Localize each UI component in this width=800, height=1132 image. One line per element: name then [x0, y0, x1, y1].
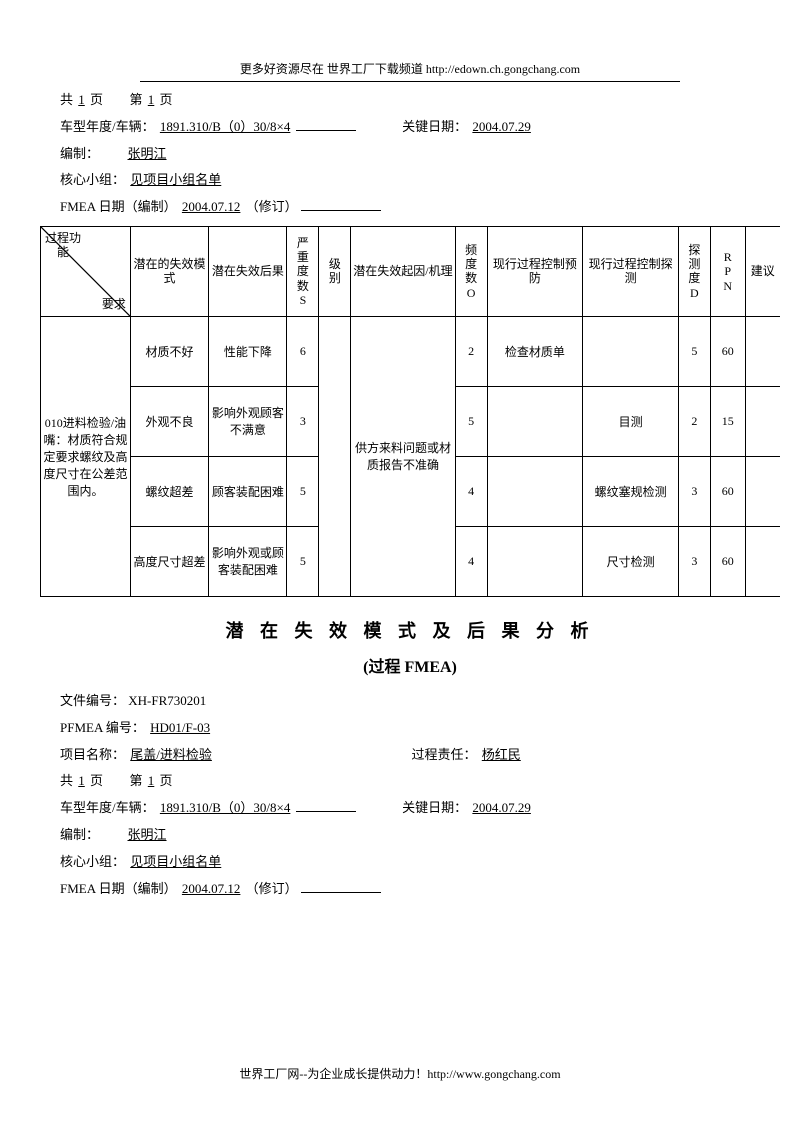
table-header-row: 过程功能 要求 潜在的失效模式 潜在失效后果 严重度数S 级别 潜在失效起因/机…: [41, 226, 781, 316]
cell-rec: [745, 386, 780, 456]
cell-effect: 顾客装配困难: [209, 456, 287, 526]
cell-sev: 5: [287, 456, 319, 526]
cell-effect: 影响外观或顾客装配困难: [209, 526, 287, 596]
fmeadate-line-2: FMEA 日期（编制） 2004.07.12 （修订）: [60, 879, 760, 900]
cell-class: [319, 316, 351, 596]
cell-occ: 4: [455, 526, 487, 596]
top-info-block: 共 1 页 第 1 页 车型年度/车辆： 1891.310/B（0）30/8×4…: [60, 90, 760, 218]
coregroup-line: 核心小组： 见项目小组名单: [60, 170, 760, 191]
cell-d: 5: [678, 316, 710, 386]
cell-occ: 5: [455, 386, 487, 456]
author-line-2: 编制： 张明江: [60, 825, 760, 846]
section-subtitle: (过程 FMEA): [60, 653, 760, 677]
cell-process-func: 010进料检验/油嘴：材质符合规定要求螺纹及高度尺寸在公差范围内。: [41, 316, 131, 596]
cell-det: [583, 316, 679, 386]
cell-rec: [745, 526, 780, 596]
cell-mode: 外观不良: [130, 386, 208, 456]
cell-prev: [487, 386, 583, 456]
pfmea-line: PFMEA 编号： HD01/F-03: [60, 718, 760, 739]
cell-det: 目测: [583, 386, 679, 456]
table-row: 010进料检验/油嘴：材质符合规定要求螺纹及高度尺寸在公差范围内。材质不好性能下…: [41, 316, 781, 386]
cell-sev: 3: [287, 386, 319, 456]
col-cause: 潜在失效起因/机理: [351, 226, 455, 316]
col-detection: 探测度D: [678, 226, 710, 316]
header-link: 更多好资源尽在 世界工厂下载频道 http://edown.ch.gongcha…: [140, 60, 680, 82]
author-line: 编制： 张明江: [60, 144, 760, 165]
cell-rpn: 60: [710, 526, 745, 596]
page-count-line-2: 共 1 页 第 1 页: [60, 771, 760, 792]
fmea-table: 过程功能 要求 潜在的失效模式 潜在失效后果 严重度数S 级别 潜在失效起因/机…: [40, 226, 780, 597]
col-recommend: 建议: [745, 226, 780, 316]
section-title: 潜 在 失 效 模 式 及 后 果 分 析: [60, 617, 760, 643]
cell-effect: 性能下降: [209, 316, 287, 386]
cell-d: 2: [678, 386, 710, 456]
vehicle-line: 车型年度/车辆： 1891.310/B（0）30/8×4 关键日期： 2004.…: [60, 117, 760, 138]
cell-prev: 检查材质单: [487, 316, 583, 386]
cell-effect: 影响外观顾客不满意: [209, 386, 287, 456]
footer-link: 世界工厂网--为企业成长提供动力！http://www.gongchang.co…: [0, 1065, 800, 1082]
cell-mode: 高度尺寸超差: [130, 526, 208, 596]
cell-sev: 5: [287, 526, 319, 596]
col-prevent: 现行过程控制预防: [487, 226, 583, 316]
cell-d: 3: [678, 526, 710, 596]
cell-rpn: 60: [710, 456, 745, 526]
col-class: 级别: [319, 226, 351, 316]
cell-occ: 4: [455, 456, 487, 526]
col-rpn: RPN: [710, 226, 745, 316]
col-failure-mode: 潜在的失效模式: [130, 226, 208, 316]
cell-sev: 6: [287, 316, 319, 386]
cell-det: 螺纹塞规检测: [583, 456, 679, 526]
col-effect: 潜在失效后果: [209, 226, 287, 316]
col-process-func: 过程功能 要求: [41, 226, 131, 316]
fmeadate-line: FMEA 日期（编制） 2004.07.12 （修订）: [60, 197, 760, 218]
cell-d: 3: [678, 456, 710, 526]
coregroup-line-2: 核心小组： 见项目小组名单: [60, 852, 760, 873]
section2-info-block: 文件编号： XH-FR730201 PFMEA 编号： HD01/F-03 项目…: [60, 691, 760, 899]
cell-mode: 材质不好: [130, 316, 208, 386]
cell-det: 尺寸检测: [583, 526, 679, 596]
cell-cause: 供方来料问题或材质报告不准确: [351, 316, 455, 596]
cell-occ: 2: [455, 316, 487, 386]
col-detect: 现行过程控制探测: [583, 226, 679, 316]
cell-mode: 螺纹超差: [130, 456, 208, 526]
cell-rec: [745, 456, 780, 526]
col-severity: 严重度数S: [287, 226, 319, 316]
vehicle-line-2: 车型年度/车辆： 1891.310/B（0）30/8×4 关键日期： 2004.…: [60, 798, 760, 819]
col-occurrence: 频度数O: [455, 226, 487, 316]
cell-prev: [487, 456, 583, 526]
cell-rec: [745, 316, 780, 386]
cell-rpn: 60: [710, 316, 745, 386]
docnum-line: 文件编号： XH-FR730201: [60, 691, 760, 712]
page-count-line: 共 1 页 第 1 页: [60, 90, 760, 111]
project-line: 项目名称： 尾盖/进料检验 过程责任： 杨红民: [60, 745, 760, 766]
cell-prev: [487, 526, 583, 596]
cell-rpn: 15: [710, 386, 745, 456]
